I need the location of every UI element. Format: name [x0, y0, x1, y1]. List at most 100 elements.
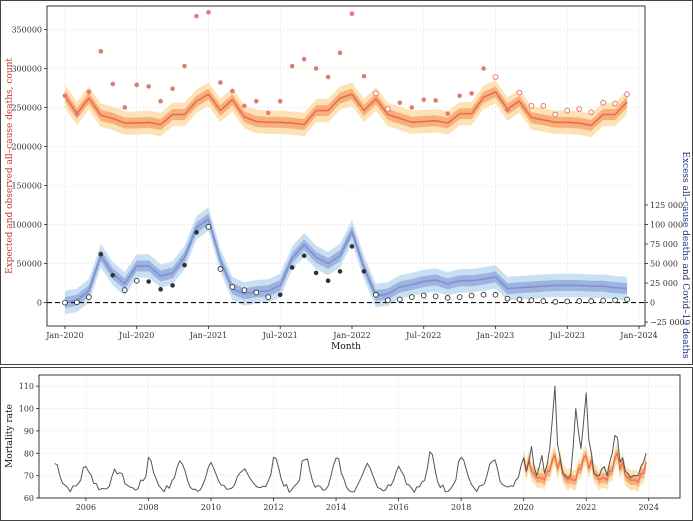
top-x-tick-label: Jul–2022 — [405, 331, 441, 340]
observed-deaths-point — [170, 86, 175, 92]
top-bands — [64, 80, 628, 315]
bottom-panel-frame — [0, 367, 693, 521]
covid-deaths-point — [564, 298, 571, 305]
top-y-right-tick-label: 100 000 — [650, 221, 683, 230]
observed-deaths-point — [576, 106, 583, 112]
bottom-x-tick-label: 2012 — [263, 503, 283, 512]
bottom-y-tick-label: 80 — [24, 449, 34, 458]
covid-deaths-point — [480, 291, 487, 298]
observed-deaths-point — [265, 110, 271, 116]
covid-deaths-point — [62, 299, 68, 306]
observed-deaths-point — [481, 66, 486, 71]
covid-deaths-point — [265, 294, 272, 300]
observed-deaths-point — [98, 48, 104, 54]
covid-deaths-point — [170, 283, 175, 288]
covid-deaths-point — [528, 297, 535, 304]
top-y-left-tick-label: 350000 — [11, 25, 42, 34]
bottom-x-tick-label: 2016 — [388, 503, 408, 512]
observed-deaths-point — [409, 105, 415, 110]
covid-deaths-point — [229, 284, 236, 290]
bottom-x-tick-label: 2006 — [76, 503, 96, 512]
bottom-x-tick-label: 2008 — [138, 503, 158, 512]
observed-deaths-point — [74, 111, 80, 117]
observed-deaths-point — [337, 50, 343, 56]
observed-deaths-point — [146, 84, 151, 89]
covid-deaths-point — [588, 298, 595, 304]
observed-deaths-point — [469, 91, 474, 96]
observed-deaths-point — [158, 98, 163, 104]
covid-deaths-point — [182, 262, 187, 268]
bottom-y-tick-label: 60 — [24, 494, 34, 503]
covid-deaths-point — [98, 251, 104, 257]
observed-deaths-point — [349, 11, 355, 17]
top-x-tick-label: Jul–2020 — [118, 331, 154, 340]
observed-deaths-point — [301, 56, 307, 62]
observed-deaths-point — [182, 63, 187, 69]
covid-deaths-point — [420, 292, 427, 299]
observed-deaths-point — [218, 80, 223, 85]
observed-deaths-point — [206, 9, 211, 15]
observed-deaths-point — [110, 81, 116, 87]
bottom-axes: 2006 2008 2010 2012 2014 2016 2018 2020 2022 2024… — [19, 382, 659, 512]
observed-deaths-point — [612, 100, 618, 107]
top-x-tick-label: Jan–2022 — [332, 331, 371, 340]
top-y-right-tick-label: 50 000 — [650, 260, 678, 269]
bottom-expected-inner-band — [523, 448, 647, 488]
covid-deaths-point — [492, 291, 499, 298]
observed-deaths-point — [588, 109, 595, 116]
bottom-y-tick-label: 100 — [19, 405, 34, 414]
observed-deaths-point — [361, 73, 367, 79]
bottom-y-tick-label: 70 — [24, 472, 34, 481]
bottom-x-tick-label: 2014 — [326, 503, 346, 512]
top-y-axis-label-right: Excess all–cause deaths and Covid–19 dea… — [680, 151, 690, 359]
covid-deaths-point — [552, 298, 559, 305]
covid-deaths-point — [612, 297, 618, 304]
covid-deaths-point — [110, 272, 116, 278]
top-panel-frame — [0, 0, 693, 365]
covid-deaths-point — [385, 297, 391, 304]
observed-deaths-point — [397, 100, 403, 106]
covid-deaths-point — [337, 269, 343, 274]
observed-deaths-point — [384, 106, 391, 112]
observed-deaths-point — [516, 89, 523, 96]
observed-deaths-point — [313, 66, 319, 71]
bottom-lines — [54, 385, 647, 493]
covid-deaths-point — [576, 298, 583, 304]
bottom-plot-border — [38, 374, 681, 499]
observed-deaths-point — [86, 89, 92, 95]
observed-deaths-point — [492, 74, 499, 80]
covid-deaths-point — [325, 278, 331, 284]
observed-deaths-point — [122, 105, 128, 110]
top-x-tick-label: Jan–2021 — [189, 331, 228, 340]
top-y-axis-label-left: Expected and observed all–cause deaths, … — [5, 58, 15, 274]
covid-deaths-point — [624, 296, 630, 303]
observed-deaths-point — [624, 91, 630, 98]
covid-deaths-point — [74, 299, 80, 306]
top-y-left-tick-label: 150000 — [11, 182, 42, 191]
covid-deaths-point — [277, 292, 283, 298]
top-y-right-tick-label: 125 000 — [650, 201, 683, 210]
observed-deaths-point — [373, 90, 379, 97]
top-y-left-tick-label: 50000 — [17, 260, 42, 269]
bottom-y-axis-label: Mortality rate — [5, 404, 15, 468]
observed-deaths-point — [325, 74, 331, 80]
observed-deaths-point — [62, 93, 68, 99]
top-grid — [47, 6, 645, 326]
bottom-x-tick-label: 2024 — [639, 503, 659, 512]
covid-deaths-point — [313, 270, 319, 276]
covid-deaths-point — [444, 295, 451, 301]
top-y-left-tick-label: 300000 — [11, 64, 42, 73]
expected-inner-band — [64, 86, 628, 131]
covid-deaths-point — [86, 294, 92, 300]
covid-deaths-point — [289, 265, 295, 270]
observed-deaths-point — [505, 107, 510, 113]
covid-deaths-point — [408, 294, 415, 300]
observed-deaths-point — [564, 107, 571, 114]
bottom-x-tick-label: 2010 — [201, 503, 221, 512]
covid-deaths-point — [600, 297, 606, 304]
covid-deaths-point — [241, 287, 248, 293]
expected-deaths-line — [64, 91, 628, 127]
top-x-tick-label: Jan–2024 — [619, 331, 658, 340]
covid-deaths-point — [301, 253, 307, 259]
